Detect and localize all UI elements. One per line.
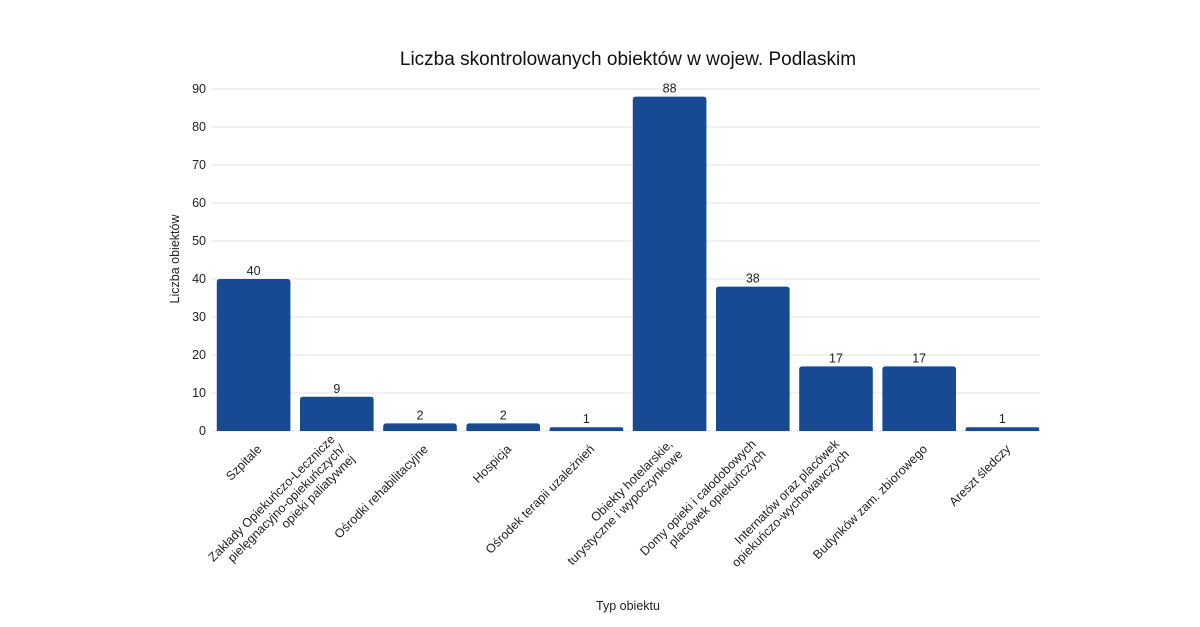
y-tick-label: 40	[192, 272, 206, 286]
y-tick-label: 90	[192, 82, 206, 96]
x-axis-title: Typ obiektu	[596, 599, 660, 613]
bar	[715, 286, 790, 431]
y-axis-ticks: 0 10 20 30 40 50 60 70 80 90	[192, 82, 206, 438]
y-tick-label: 80	[192, 120, 206, 134]
bar	[799, 366, 873, 431]
value-labels: 40 9 2 2 1 88 38 17 17 1	[247, 82, 1006, 427]
x-tick-label: Zakłady Opiekuńczo-Leczniczepielęgnacyjn…	[206, 432, 358, 565]
x-tick-label: Hospicja	[470, 442, 514, 486]
x-tick-label-line: Obiekty hotelarskie,	[588, 437, 676, 525]
bar	[383, 423, 457, 431]
bar	[965, 427, 1040, 431]
x-tick-label-line: Hospicja	[470, 442, 514, 486]
x-tick-label-line: Szpitale	[223, 442, 264, 483]
y-axis-title: Liczba obiektów	[168, 214, 182, 304]
data-label: 1	[583, 412, 590, 426]
bar	[549, 427, 624, 431]
data-label: 1	[999, 412, 1006, 426]
y-tick-label: 20	[192, 348, 206, 362]
y-tick-label: 0	[199, 424, 206, 438]
data-label: 17	[912, 351, 926, 365]
x-tick-label: Areszt śledczy	[946, 442, 1013, 509]
data-label: 2	[500, 408, 507, 422]
data-label: 40	[247, 264, 261, 278]
x-tick-label-line: Areszt śledczy	[946, 442, 1013, 509]
y-tick-label: 70	[192, 158, 206, 172]
y-tick-label: 30	[192, 310, 206, 324]
data-label: 38	[746, 272, 760, 286]
y-tick-label: 10	[192, 386, 206, 400]
gridlines	[212, 88, 1040, 432]
data-label: 2	[417, 408, 424, 422]
y-tick-label: 50	[192, 234, 206, 248]
bar	[882, 366, 957, 431]
data-label: 9	[333, 382, 340, 396]
bars	[216, 96, 1040, 431]
y-tick-label: 60	[192, 196, 206, 210]
data-label: 17	[829, 351, 843, 365]
bar	[632, 96, 707, 431]
bar	[466, 423, 541, 431]
data-label: 88	[663, 82, 677, 96]
chart-title: Liczba skontrolowanych obiektów w wojew.…	[400, 49, 856, 70]
bar	[299, 396, 374, 431]
bar	[216, 279, 291, 431]
x-tick-label: Szpitale	[223, 442, 264, 483]
